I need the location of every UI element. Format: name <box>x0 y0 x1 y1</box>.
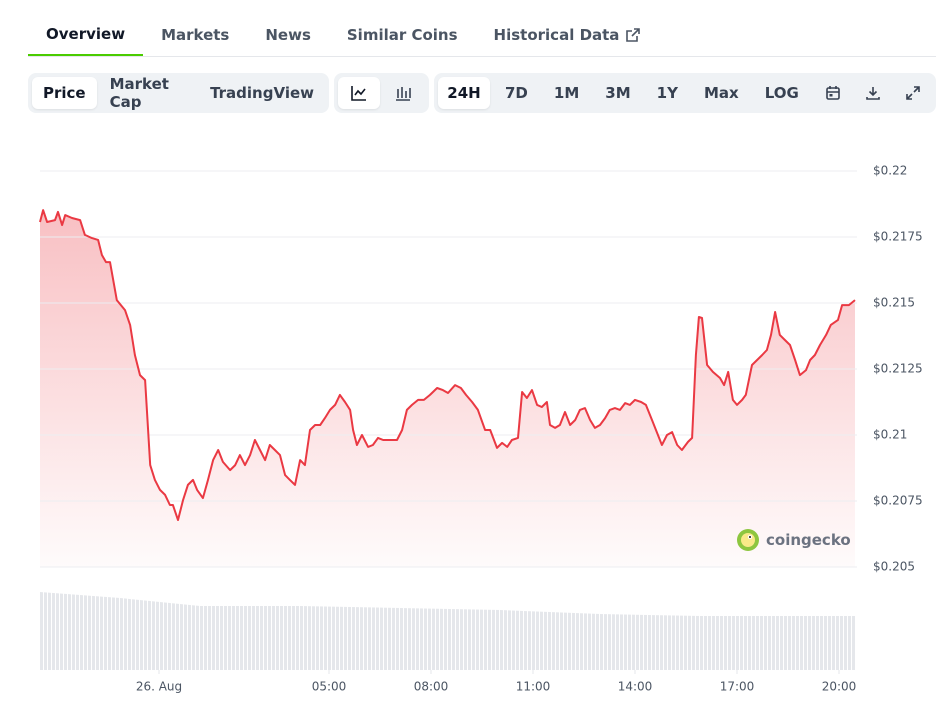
tab-label: Markets <box>161 26 230 44</box>
fullscreen-button[interactable] <box>894 77 932 109</box>
fullscreen-icon <box>906 86 920 100</box>
external-link-icon <box>626 28 641 42</box>
download-icon <box>866 87 880 100</box>
range-button[interactable]: 3M <box>605 84 631 102</box>
tab[interactable]: Similar Coins <box>329 14 476 56</box>
gecko-logo <box>737 529 759 551</box>
line-chart-button[interactable] <box>338 77 380 109</box>
price-line <box>39 209 856 521</box>
chart-style-switch <box>334 73 429 113</box>
range-button[interactable]: 1Y <box>656 84 678 102</box>
tab-label: Similar Coins <box>346 26 458 44</box>
area-fill <box>40 210 855 567</box>
candle-icon <box>396 87 411 101</box>
tab[interactable]: News <box>247 14 329 56</box>
view-switch: Price Market Cap TradingView <box>28 73 329 113</box>
watermark-text: coingecko <box>766 531 851 549</box>
range-switch: 24H 7D 1M 3M 1Y Max LOG <box>434 73 936 113</box>
y-tick-label: $0.2175 <box>873 230 923 244</box>
calendar-button[interactable] <box>814 77 852 109</box>
range-button[interactable]: Max <box>703 84 739 102</box>
view-button[interactable]: TradingView <box>210 84 314 102</box>
tab-label: News <box>265 26 311 44</box>
line-icon <box>351 86 366 101</box>
calendar-icon <box>826 86 840 100</box>
x-tick-label: 14:00 <box>618 680 653 694</box>
x-tick-label: 17:00 <box>720 680 755 694</box>
view-button[interactable]: Market Cap <box>109 75 169 111</box>
range-button[interactable]: 1M <box>553 84 580 102</box>
view-button[interactable]: Price <box>32 77 97 109</box>
tab-label: Overview <box>46 25 126 43</box>
x-tick-label: 20:00 <box>822 680 857 694</box>
range-button[interactable]: 24H <box>438 77 490 109</box>
x-tick-label: 26. Aug <box>136 680 182 694</box>
x-tick-label: 08:00 <box>414 680 449 694</box>
tab-label: Historical Data <box>493 26 620 44</box>
y-tick-label: $0.2075 <box>873 494 923 508</box>
x-tick-label: 11:00 <box>516 680 551 694</box>
range-button[interactable]: 7D <box>505 84 528 102</box>
y-tick-label: $0.215 <box>873 296 915 310</box>
download-button[interactable] <box>854 77 892 109</box>
watermark: coingecko <box>736 528 851 552</box>
tab[interactable]: Markets <box>143 14 247 56</box>
tab[interactable]: Historical Data <box>476 14 660 56</box>
tab[interactable]: Overview <box>28 14 144 56</box>
y-tick-label: $0.22 <box>873 164 907 178</box>
x-tick-label: 05:00 <box>312 680 347 694</box>
y-tick-label: $0.21 <box>873 428 907 442</box>
y-tick-label: $0.2125 <box>873 362 923 376</box>
range-button[interactable]: LOG <box>764 84 799 102</box>
y-tick-label: $0.205 <box>873 560 915 574</box>
candle-chart-button[interactable] <box>382 77 424 109</box>
tab-bar: Overview Markets News Similar Coins Historic… <box>28 14 936 57</box>
volume-bars <box>40 592 856 670</box>
